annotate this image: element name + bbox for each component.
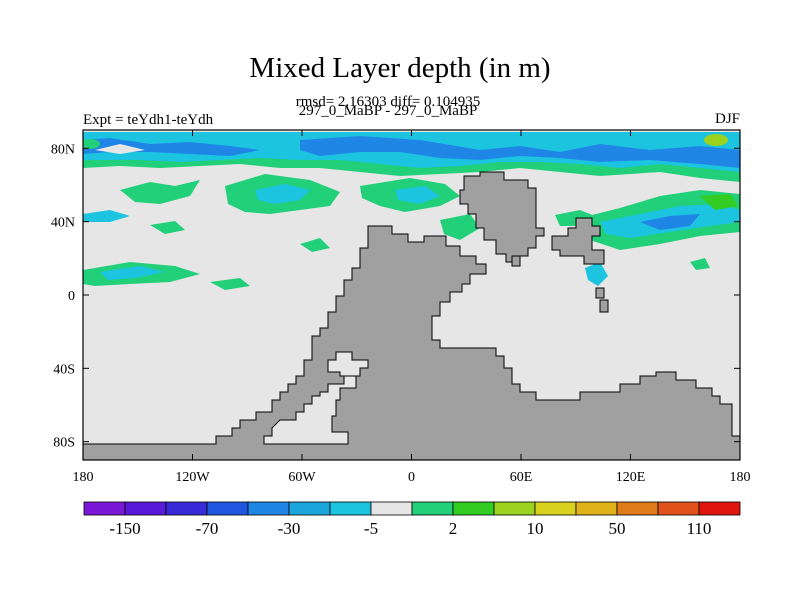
x-tick-label: 60E [510,470,533,485]
continent-americas-eurasia [83,225,740,460]
colorbar-swatch [329,501,372,516]
colorbar-swatch [452,501,495,516]
y-tick-label: 40S [53,362,75,377]
n-atlantic-cyan [395,186,440,204]
y-axis-ticks: 80N 40N 0 40S 80S [51,142,740,451]
ocean-openings [263,351,369,445]
stats-subtitle: rmsd= 2.16303 diff= 0.104935 [295,94,481,110]
arctic-white-streak [95,144,145,154]
colorbar: -150 -70 -30 -5 2 10 50 110 [83,501,741,538]
x-tick-label: 120W [175,470,210,485]
colorbar-label: 2 [449,519,458,538]
experiment-label: Expt = teYdh1-teYdh [83,112,214,128]
n-pacific-green [120,180,200,204]
mid-pacific-green [150,221,185,234]
n-pacific-east-cyan [83,210,130,222]
colorbar-swatch [616,501,659,516]
colorbar-label: 10 [527,519,544,538]
colorbar-label: -70 [196,519,219,538]
colorbar-label: -5 [364,519,378,538]
w-pacific-green-spot [690,258,710,270]
n-atlantic-green-east [440,214,480,240]
colorbar-swatch [411,501,454,516]
land-mask [83,171,740,460]
asia-peninsula [551,217,605,265]
colorbar-label: -150 [109,519,140,538]
map-title: Mixed Layer depth (in m) [249,52,551,84]
nw-pacific-blue [640,214,700,230]
colorbar-swatch [83,501,126,516]
y-tick-label: 80S [53,436,75,451]
tropical-green-2 [210,278,250,290]
colorbar-swatch [575,501,618,516]
nw-pacific-green-east [700,194,738,210]
colorbar-label: 50 [609,519,626,538]
y-tick-label: 0 [68,289,75,304]
map-plot-area [83,130,740,460]
x-axis-ticks: 180 120W 60W 0 60E 120E 180 [73,130,751,485]
colorbar-swatch [370,501,413,516]
x-tick-label: 180 [73,470,94,485]
tropical-cyan [100,266,165,280]
island-1 [595,287,605,299]
colorbar-label: 110 [687,519,712,538]
e-pacific-green-spot [300,238,330,252]
colorbar-swatch [698,501,741,516]
colorbar-swatch [657,501,700,516]
y-tick-label: 40N [51,216,75,231]
colorbar-swatch [493,501,536,516]
colorbar-swatch [247,501,290,516]
colorbar-swatch [206,501,249,516]
x-tick-label: 180 [730,470,751,485]
colorbar-swatch [165,501,208,516]
n-pacific-cyan [255,184,310,204]
colorbar-swatch [124,501,167,516]
y-tick-label: 80N [51,142,75,157]
experiment-pair: 297_0_MaBP - 297_0_MaBP [298,103,478,119]
island-3 [511,255,521,267]
x-tick-label: 60W [288,470,316,485]
season-label: DJF [714,111,740,127]
arctic-blue-patch [300,136,740,168]
colorbar-swatch [288,501,331,516]
island-2 [599,299,609,313]
indian-ocean-cyan [585,262,608,286]
arctic-green-spot [83,139,100,149]
colorbar-label: -30 [278,519,301,538]
x-tick-label: 120E [616,470,646,485]
arctic-yellow-spot [704,134,728,146]
opening-strait [327,351,369,377]
colorbar-swatch [534,501,577,516]
x-tick-label: 0 [408,470,415,485]
